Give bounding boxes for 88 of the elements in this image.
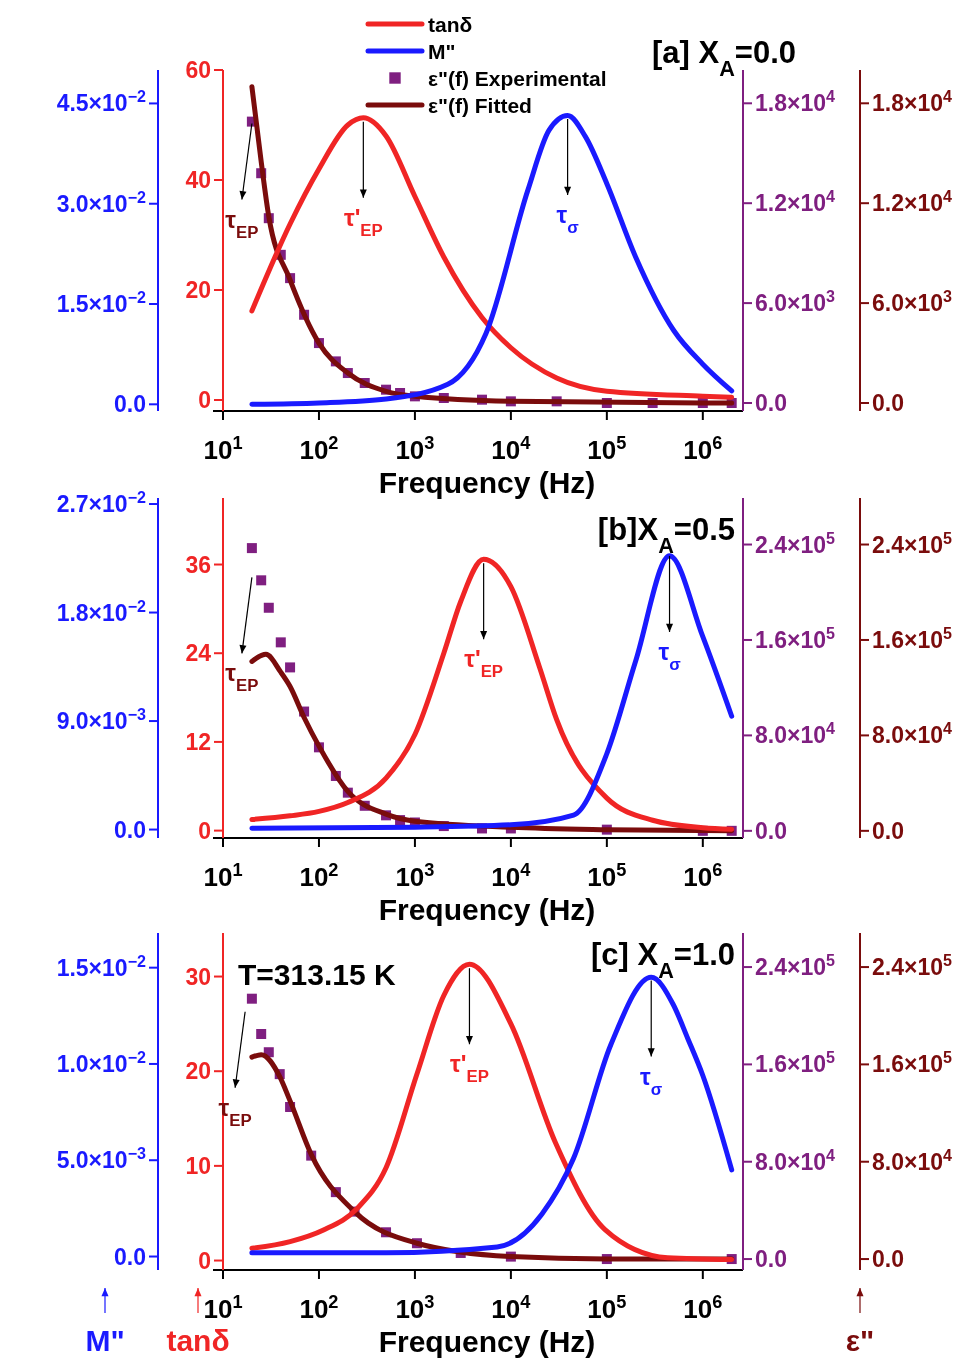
annotation: τ'$_{EP}$ <box>450 1050 489 1086</box>
y3-tick-label: 6.0×10$^{3}$ <box>755 287 835 317</box>
x-tick-label: 10$^{5}$ <box>587 860 627 892</box>
y2-tick-label: 5.0×10$^{−3}$ <box>56 1144 147 1174</box>
y2-tick-label: 1.5×10$^{−2}$ <box>56 288 147 318</box>
x-axis-title: Frequency (Hz) <box>378 466 596 499</box>
x-tick-label: 10$^{1}$ <box>203 1292 243 1324</box>
text: 0.0 <box>872 1246 904 1273</box>
x-tick-label: 10$^{6}$ <box>683 1292 723 1324</box>
legend-label: M" <box>428 40 456 63</box>
text: 8.0×10$^{4}$ <box>872 1145 952 1175</box>
text: 2.4×10$^{5}$ <box>872 951 952 981</box>
y2-tick-label: 0.0 <box>114 816 146 843</box>
x-tick-label: 10$^{2}$ <box>299 433 339 465</box>
y-tick-label: 12 <box>185 728 211 755</box>
x-tick-label: 10$^{5}$ <box>587 433 627 465</box>
annotation: τ$_{σ}$ <box>640 1062 663 1099</box>
x-tick-label: 10$^{3}$ <box>395 1292 435 1324</box>
y-tick-label: 0 <box>198 1247 211 1274</box>
annotation: τ'$_{EP}$ <box>343 203 383 240</box>
x-tick-label: 10$^{2}$ <box>299 1292 339 1324</box>
y3-tick-label: 0.0 <box>755 1246 787 1273</box>
legend-label: ε"(f) Fitted <box>428 94 532 117</box>
x-tick-label: 10$^{5}$ <box>587 1292 627 1324</box>
y-tick-label: 60 <box>185 57 211 83</box>
y-tick-label: 10 <box>185 1152 211 1179</box>
y3-tick-label: 8.0×10$^{4}$ <box>755 719 835 749</box>
y2-tick-label: 1.8×10$^{−2}$ <box>56 596 147 626</box>
text: [b]X$_{A}$=0.5 <box>597 512 735 558</box>
y2-tick-label: 1.5×10$^{−2}$ <box>56 951 147 981</box>
text: 1.6×10$^{5}$ <box>872 623 952 653</box>
x-tick-label: 10$^{4}$ <box>491 433 532 465</box>
x-tick-label: 10$^{3}$ <box>395 860 435 892</box>
x-axis-title: Frequency (Hz) <box>378 893 596 926</box>
text: 0.0 <box>872 390 904 417</box>
y-tick-label: 20 <box>185 277 211 303</box>
y-tick-label: 24 <box>185 640 212 667</box>
legend-label: ε"(f) Experimental <box>428 67 607 90</box>
chart-title: [a] X$_{A}$=0.0 <box>651 35 796 81</box>
y3-tick-label: 8.0×10$^{4}$ <box>755 1145 835 1175</box>
y3-tick-label: 1.2×10$^{4}$ <box>755 187 835 217</box>
y2-tick-label: 0.0 <box>114 391 146 418</box>
y2-tick-label: 1.0×10$^{−2}$ <box>56 1047 147 1077</box>
x-tick-label: 10$^{6}$ <box>683 860 723 892</box>
y-tick-label: 20 <box>185 1058 211 1085</box>
y2-tick-label: 3.0×10$^{−2}$ <box>56 187 147 217</box>
chart-title: [c] X$_{A}$=1.0 <box>590 937 735 983</box>
text: 1.2×10$^{4}$ <box>872 187 952 217</box>
y-tick-label: 40 <box>185 167 211 193</box>
text: 8.0×10$^{4}$ <box>872 719 952 749</box>
y3-tick-label: 2.4×10$^{5}$ <box>755 951 835 981</box>
y2-tick-label: 4.5×10$^{−2}$ <box>56 87 147 117</box>
annotation: τ'$_{EP}$ <box>464 645 504 681</box>
y3-tick-label: 0.0 <box>755 390 787 417</box>
annotation: τ$_{σ}$ <box>658 637 682 674</box>
y-tick-label: 30 <box>185 963 211 990</box>
annotation: T=313.15 K <box>238 958 396 991</box>
y3-tick-label: 1.6×10$^{5}$ <box>755 623 835 653</box>
x-tick-label: 10$^{4}$ <box>491 1292 532 1324</box>
y3-tick-label: 2.4×10$^{5}$ <box>755 528 835 558</box>
y-tick-label: 0 <box>198 817 211 844</box>
legend-label: tanδ <box>428 13 473 36</box>
annotation: τ$_{σ}$ <box>556 201 580 237</box>
text: 1.6×10$^{5}$ <box>872 1048 952 1078</box>
x-tick-label: 10$^{3}$ <box>395 433 435 465</box>
text: 1.8×10$^{4}$ <box>872 87 952 117</box>
x-tick-label: 10$^{2}$ <box>299 860 339 892</box>
annotation: τ$_{EP}$ <box>225 659 259 695</box>
y-tick-label: 36 <box>185 551 211 578</box>
y3-axis-title: ε" <box>845 1324 875 1357</box>
x-tick-label: 10$^{1}$ <box>203 433 243 465</box>
y3-tick-label: 1.8×10$^{4}$ <box>755 87 835 117</box>
y-axis-title: tanδ <box>166 1324 230 1357</box>
y2-tick-label: 9.0×10$^{−3}$ <box>56 705 147 735</box>
annotation: τ$_{EP}$ <box>225 205 259 241</box>
x-tick-label: 10$^{6}$ <box>683 433 723 465</box>
y2-tick-label: 2.7×10$^{−2}$ <box>56 488 147 518</box>
y2-tick-label: 0.0 <box>114 1243 146 1270</box>
text: 6.0×10$^{3}$ <box>872 287 952 317</box>
y2-axis-title: M" <box>85 1324 125 1357</box>
text: 2.4×10$^{5}$ <box>872 528 952 558</box>
x-tick-label: 10$^{4}$ <box>491 860 532 892</box>
x-axis-title: Frequency (Hz) <box>378 1325 596 1358</box>
y3-tick-label: 1.6×10$^{5}$ <box>755 1048 835 1078</box>
y-tick-label: 0 <box>198 387 211 413</box>
x-tick-label: 10$^{1}$ <box>203 860 243 892</box>
y3-tick-label: 0.0 <box>755 817 787 844</box>
text: 0.0 <box>872 817 904 844</box>
